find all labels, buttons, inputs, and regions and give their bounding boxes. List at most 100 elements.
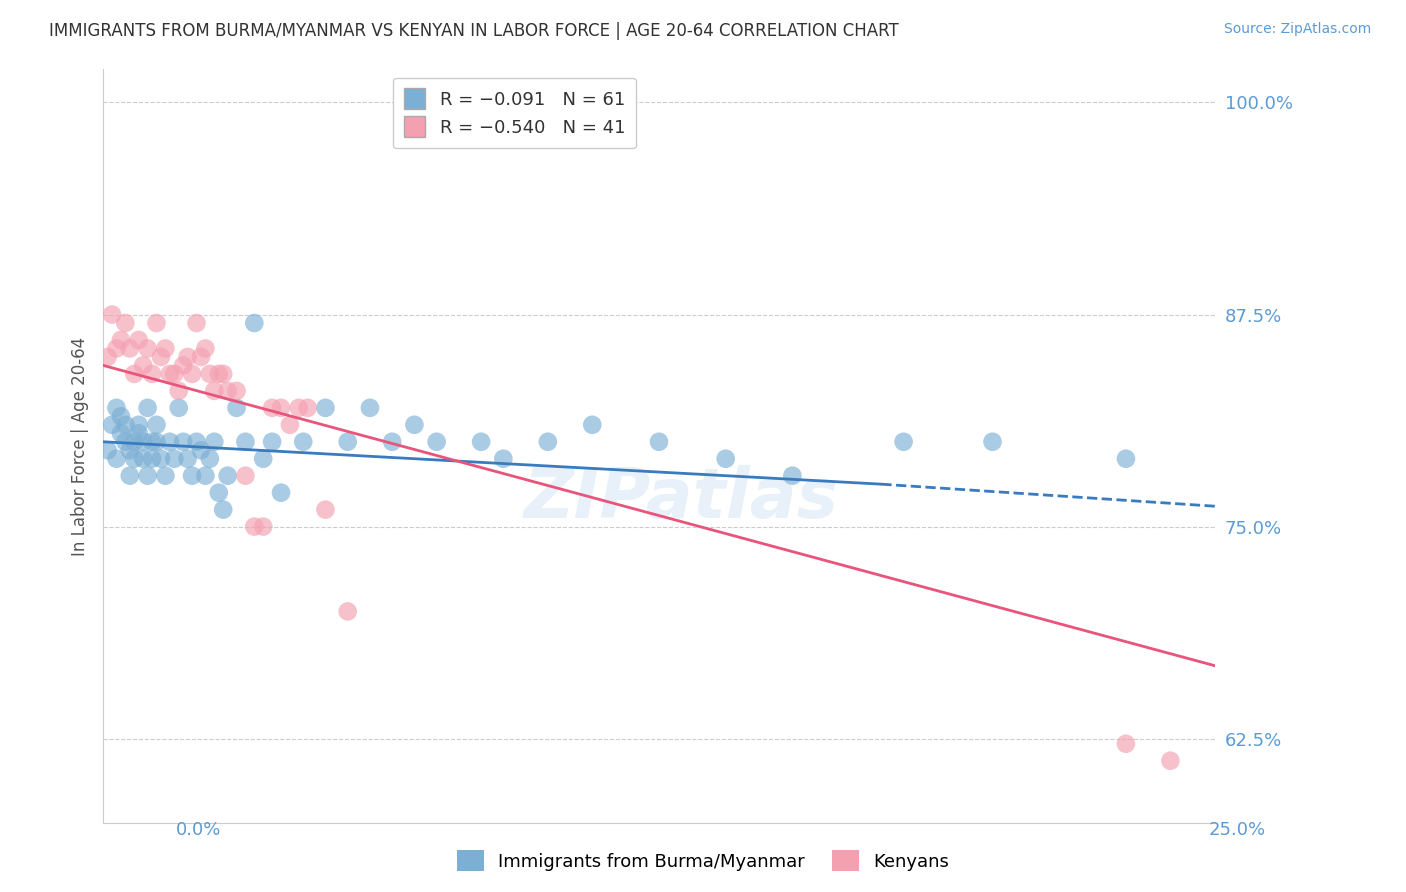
Point (159, 434, 181, 449)
Point (336, 604, 359, 618)
Legend: Immigrants from Burma/Myanmar, Kenyans: Immigrants from Burma/Myanmar, Kenyans (450, 843, 956, 879)
Point (288, 401, 311, 415)
Point (97, 443, 120, 458)
Point (176, 451, 198, 466)
Point (114, 417, 136, 432)
Point (118, 342, 141, 356)
Point (270, 401, 292, 415)
Point (270, 485, 292, 500)
Point (128, 417, 150, 432)
Point (212, 367, 235, 381)
Point (114, 316, 136, 330)
Point (225, 401, 247, 415)
Point (105, 342, 128, 356)
Point (190, 443, 212, 458)
Point (118, 443, 141, 458)
Text: IMMIGRANTS FROM BURMA/MYANMAR VS KENYAN IN LABOR FORCE | AGE 20-64 CORRELATION C: IMMIGRANTS FROM BURMA/MYANMAR VS KENYAN … (49, 22, 898, 40)
Point (537, 434, 560, 449)
Point (186, 316, 208, 330)
Point (136, 468, 159, 483)
Point (292, 434, 315, 449)
Point (105, 451, 128, 466)
Point (404, 417, 426, 432)
Point (122, 451, 145, 466)
Point (163, 367, 186, 381)
Point (97, 350, 120, 364)
Text: Source: ZipAtlas.com: Source: ZipAtlas.com (1223, 22, 1371, 37)
Point (208, 367, 231, 381)
Point (314, 401, 336, 415)
Point (141, 434, 163, 449)
Point (163, 451, 186, 466)
Point (181, 468, 204, 483)
Point (172, 359, 194, 373)
Point (101, 308, 124, 322)
Point (167, 384, 190, 398)
Point (172, 434, 194, 449)
Point (141, 367, 163, 381)
Point (114, 434, 136, 449)
Text: 0.0%: 0.0% (176, 821, 221, 838)
Point (122, 434, 145, 449)
Point (981, 434, 1004, 449)
Point (225, 384, 247, 398)
Point (893, 434, 915, 449)
Point (297, 401, 319, 415)
Point (110, 426, 132, 441)
Point (262, 434, 284, 449)
Point (714, 451, 737, 466)
Point (132, 434, 155, 449)
Point (198, 451, 221, 466)
Point (128, 426, 150, 441)
Point (381, 434, 404, 449)
Point (470, 434, 492, 449)
Point (105, 401, 128, 415)
Legend: R = −0.091   N = 61, R = −0.540   N = 41: R = −0.091 N = 61, R = −0.540 N = 41 (392, 78, 636, 148)
Point (122, 367, 145, 381)
Point (141, 451, 163, 466)
Point (101, 417, 124, 432)
Y-axis label: In Labor Force | Age 20-64: In Labor Force | Age 20-64 (72, 336, 89, 556)
Point (243, 519, 266, 533)
Text: 25.0%: 25.0% (1208, 821, 1265, 838)
Point (426, 434, 449, 449)
Point (252, 451, 274, 466)
Point (1159, 754, 1181, 768)
Point (252, 519, 274, 533)
Point (1115, 451, 1137, 466)
Point (235, 434, 257, 449)
Point (190, 350, 212, 364)
Point (359, 401, 381, 415)
Point (212, 502, 235, 516)
Point (1115, 737, 1137, 751)
Point (145, 316, 167, 330)
Point (314, 502, 336, 516)
Point (159, 367, 181, 381)
Point (262, 401, 284, 415)
Point (198, 367, 221, 381)
Point (149, 350, 172, 364)
Point (110, 333, 132, 347)
Point (202, 384, 225, 398)
Point (208, 485, 231, 500)
Point (581, 417, 603, 432)
Point (145, 434, 167, 449)
Point (243, 316, 266, 330)
Point (194, 468, 217, 483)
Point (782, 468, 804, 483)
Text: ZIPatlas: ZIPatlas (523, 466, 839, 533)
Point (118, 468, 141, 483)
Point (136, 342, 159, 356)
Point (186, 434, 208, 449)
Point (145, 417, 167, 432)
Point (278, 417, 301, 432)
Point (155, 342, 177, 356)
Point (202, 434, 225, 449)
Point (132, 451, 155, 466)
Point (194, 342, 217, 356)
Point (136, 401, 159, 415)
Point (149, 451, 172, 466)
Point (217, 468, 239, 483)
Point (181, 367, 204, 381)
Point (128, 333, 150, 347)
